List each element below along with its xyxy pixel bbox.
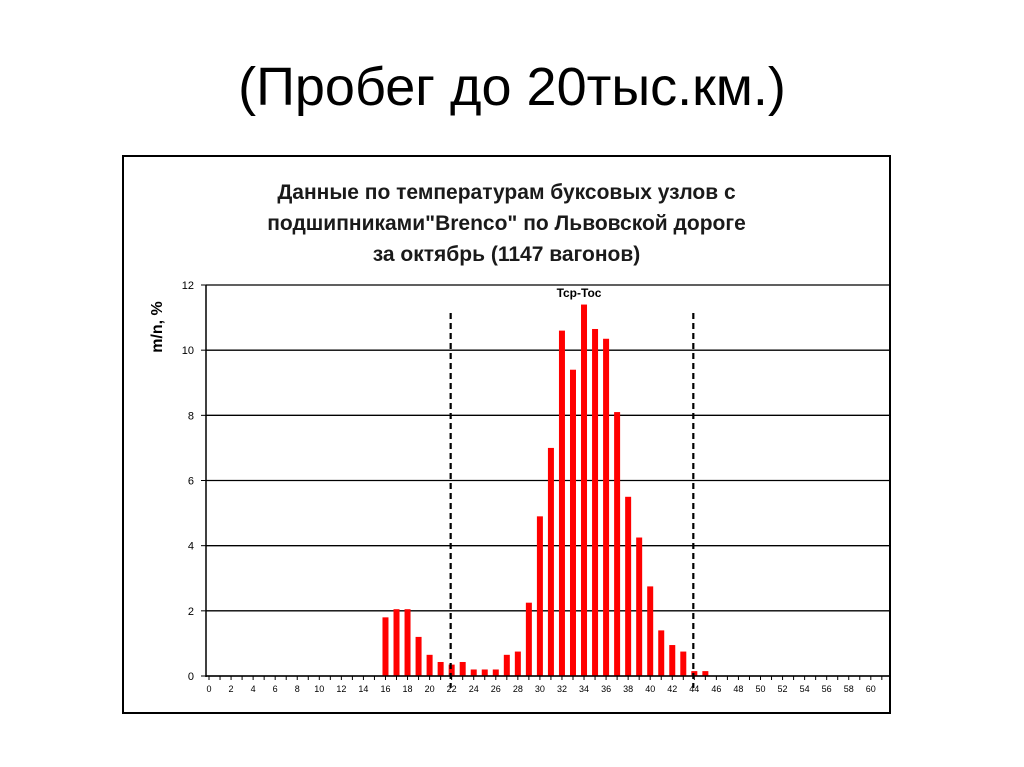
x-tick-label: 22 [447, 684, 457, 694]
x-tick-label: 36 [601, 684, 611, 694]
x-tick-label: 10 [314, 684, 324, 694]
x-tick-label: 60 [866, 684, 876, 694]
x-tick-label: 12 [336, 684, 346, 694]
bar [481, 669, 488, 676]
x-tick-label: 48 [733, 684, 743, 694]
bar [614, 412, 621, 676]
bar [636, 537, 643, 676]
bar [625, 496, 632, 676]
bar [415, 636, 422, 676]
x-tick-label: 20 [425, 684, 435, 694]
x-tick-label: 26 [491, 684, 501, 694]
bar [437, 661, 444, 676]
bar [647, 586, 654, 676]
x-tick-label: 0 [206, 684, 211, 694]
bar [448, 664, 455, 676]
x-tick-label: 24 [469, 684, 479, 694]
chart-title: Данные по температурам буксовых узлов с … [124, 177, 889, 270]
x-tick-label: 46 [711, 684, 721, 694]
x-tick-label: 18 [403, 684, 413, 694]
x-tick-label: 4 [251, 684, 256, 694]
x-tick-label: 2 [229, 684, 234, 694]
chart-frame: Данные по температурам буксовых узлов с … [122, 155, 891, 714]
x-tick-label: 52 [778, 684, 788, 694]
chart-title-line-1: Данные по температурам буксовых узлов с [277, 181, 736, 204]
bar [514, 651, 521, 676]
slide-title: (Пробег до 20тыс.км.) [238, 57, 786, 117]
bar [547, 447, 554, 676]
y-tick-label: 2 [188, 606, 194, 618]
chart-title-line-2: подшипниками"Brenco" по Львовской дороге [267, 212, 746, 235]
bar [525, 602, 532, 676]
bar [581, 304, 588, 676]
x-tick-label: 58 [844, 684, 854, 694]
x-tick-label: 8 [295, 684, 300, 694]
x-tick-label: 30 [535, 684, 545, 694]
bar [382, 617, 389, 676]
bar [702, 671, 709, 676]
bar [669, 645, 676, 676]
x-tick-label: 42 [667, 684, 677, 694]
x-tick-label: 32 [557, 684, 567, 694]
y-tick-label: 6 [188, 476, 194, 488]
bar [404, 609, 411, 676]
bar [426, 654, 433, 676]
x-tick-label: 56 [822, 684, 832, 694]
bar [470, 669, 477, 676]
bar [603, 338, 610, 676]
x-tick-label: 14 [358, 684, 368, 694]
y-axis-label: m/n, % [149, 301, 166, 353]
bar [680, 651, 687, 676]
x-tick-label: 40 [645, 684, 655, 694]
bar [658, 630, 665, 676]
bar [459, 661, 466, 676]
bar [592, 328, 599, 676]
x-tick-label: 38 [623, 684, 633, 694]
x-tick-label: 34 [579, 684, 589, 694]
y-tick-label: 0 [188, 671, 194, 683]
bar [393, 609, 400, 676]
x-tick-label: 16 [380, 684, 390, 694]
bar [503, 654, 510, 676]
annotation-label: Tcp-Toc [557, 286, 602, 300]
x-tick-label: 28 [513, 684, 523, 694]
x-tick-label: 6 [273, 684, 278, 694]
bar [569, 369, 576, 676]
chart-title-line-3: за октябрь (1147 вагонов) [372, 243, 641, 266]
x-tick-label: 54 [800, 684, 810, 694]
bar [492, 669, 499, 676]
y-tick-label: 10 [182, 345, 194, 357]
y-tick-label: 8 [188, 410, 194, 422]
y-tick-label: 4 [188, 541, 194, 553]
bar [558, 330, 565, 676]
x-tick-label: 44 [689, 684, 699, 694]
x-tick-label: 50 [755, 684, 765, 694]
y-tick-label: 12 [182, 280, 194, 292]
bar [536, 516, 543, 676]
